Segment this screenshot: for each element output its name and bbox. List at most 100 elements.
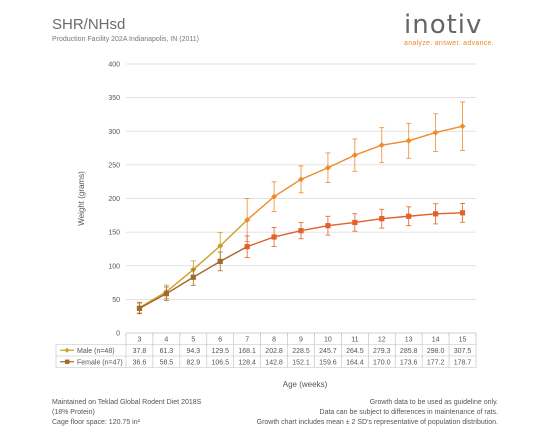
female-data-label: 128.4 [238,359,256,366]
female-series-line [381,215,409,220]
female-data-point [190,274,196,280]
footer-disclaimer: Growth data to be used as guideline only… [257,398,498,428]
male-series-line [165,269,194,293]
x-axis-label: Age (weeks) [283,380,328,389]
female-data-label: 177.2 [427,359,445,366]
logo-tagline: analyze. answer. advance. [404,40,494,47]
chart-subtitle: Production Facility 202A Indianapolis, I… [52,36,199,43]
x-tick-label: 6 [218,337,222,344]
male-data-point [244,216,251,223]
x-tick-label: 3 [138,337,142,344]
male-series-line [435,125,463,134]
female-legend-marker [65,359,70,364]
y-tick-label: 0 [116,331,120,338]
y-tick-label: 350 [108,95,120,102]
male-data-label: 228.5 [292,348,310,355]
male-series-line [327,154,356,169]
female-series-line [354,217,382,224]
male-data-label: 168.1 [238,348,256,355]
female-data-label: 142.8 [265,359,283,366]
x-tick-label: 12 [378,337,386,344]
y-tick-label: 300 [108,129,120,136]
y-tick-label: 150 [108,230,120,237]
male-series-line [408,131,436,142]
male-data-label: 298.0 [427,348,445,355]
female-series-line [166,276,194,295]
female-data-label: 152.1 [292,359,310,366]
male-data-label: 129.5 [211,348,229,355]
male-series-line [139,291,167,309]
male-series-line [219,219,248,247]
female-data-point [244,244,250,250]
male-series-line [300,167,329,180]
logo-wordmark: inotiv [404,10,483,40]
footer-right-line: Data can be subject to differences in ma… [319,409,498,416]
male-series-line [273,178,302,198]
female-data-point [459,210,466,216]
y-tick-label: 100 [108,263,120,270]
female-data-label: 170.0 [373,359,391,366]
footer-right-line: Growth chart includes mean ± 2 SD's repr… [256,419,498,426]
male-data-point [405,137,412,144]
female-series-line [435,212,463,215]
female-data-point [352,219,358,226]
male-data-label: 37.8 [133,348,147,355]
footer-diet-info: Maintained on Teklad Global Rodent Diet … [52,398,201,428]
male-data-point [432,129,439,136]
male-data-label: 245.7 [319,348,337,355]
footer-left-line: Cage floor space: 120.75 in² [52,419,140,426]
male-data-label: 202.8 [265,348,283,355]
footer-right-line: Growth data to be used as guideline only… [369,399,498,406]
brand-logo: inotiv analyze. answer. advance. [404,12,494,47]
male-legend-label: Male (n=48) [77,348,115,355]
male-data-point [351,152,358,159]
x-tick-label: 13 [405,337,413,344]
y-axis-label: Weight (grams) [77,171,86,226]
female-series-line [219,246,248,262]
female-data-point [136,305,143,311]
female-series-line [273,230,302,238]
female-series-line [139,293,167,310]
female-series-line [192,260,221,278]
x-tick-label: 9 [299,337,303,344]
male-data-label: 94.3 [186,348,200,355]
male-data-label: 279.3 [373,348,391,355]
female-data-label: 106.5 [211,359,229,366]
male-data-point [378,142,385,149]
x-tick-label: 11 [351,337,358,344]
male-data-label: 285.8 [400,348,418,355]
male-data-point [217,242,224,249]
female-series-line [408,213,436,217]
male-data-point [271,193,278,200]
female-series-line [246,236,275,248]
male-data-point [298,176,304,183]
y-tick-label: 250 [108,162,120,169]
male-series-line [381,140,409,146]
x-tick-label: 4 [164,337,168,344]
female-data-point [271,234,277,240]
male-data-point [324,164,331,171]
x-tick-label: 7 [245,337,249,344]
female-legend-label: Female (n=47) [77,359,123,366]
female-data-point [217,258,223,264]
female-series-line [327,221,355,227]
female-series-line [300,224,329,232]
x-tick-label: 15 [459,337,467,344]
female-data-label: 36.6 [133,359,147,366]
x-tick-label: 8 [272,337,276,344]
female-data-point [163,291,169,297]
male-data-label: 61.3 [160,348,174,355]
female-data-label: 173.6 [400,359,418,366]
male-series-line [354,144,383,156]
y-tick-label: 200 [108,196,120,203]
y-tick-label: 50 [112,297,120,304]
male-series-line [192,245,221,271]
male-series-line [246,196,275,221]
male-legend-marker [64,347,70,353]
male-data-label: 264.5 [346,348,364,355]
female-data-label: 164.4 [346,359,364,366]
y-tick-label: 400 [108,62,120,69]
female-data-point [433,211,439,217]
footer-left-line: (18% Protein) [52,409,95,416]
x-tick-label: 10 [324,337,332,344]
